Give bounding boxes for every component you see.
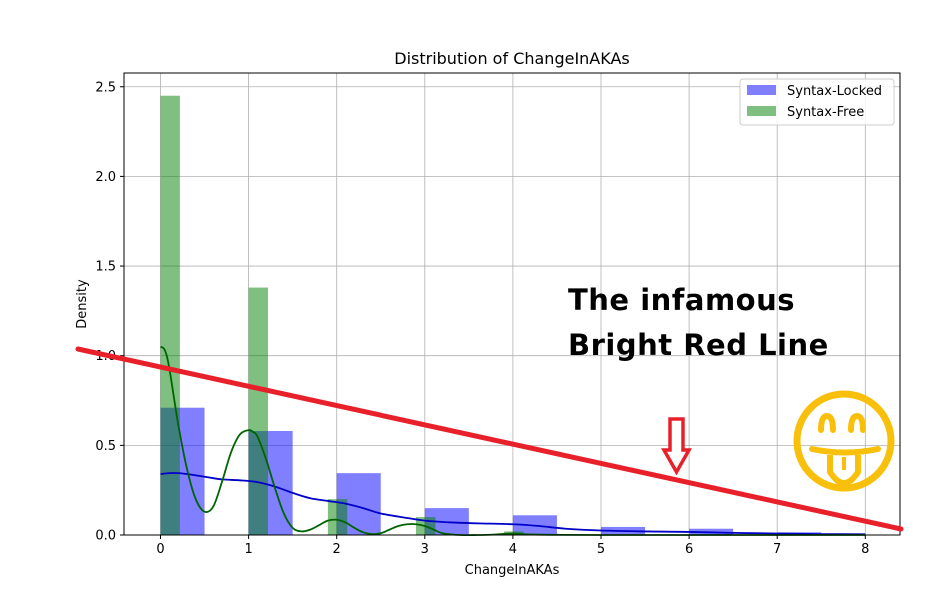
- annotation-line-1: The infamous: [568, 283, 796, 317]
- legend-swatch: [747, 85, 776, 95]
- bar-syntax-free: [248, 287, 268, 535]
- legend: Syntax-Locked Syntax-Free: [739, 78, 895, 126]
- chart-title: Distribution of ChangeInAKAs: [394, 49, 630, 68]
- legend-label: Syntax-Free: [787, 105, 864, 120]
- bar-syntax-free: [160, 95, 180, 535]
- smiley-tongue-icon: [793, 390, 895, 492]
- x-axis-label: ChangeInAKAs: [465, 563, 560, 578]
- x-tick-label: 7: [773, 542, 781, 557]
- legend-label: Syntax-Locked: [787, 84, 882, 99]
- kde-line-syntax-locked: [160, 472, 866, 536]
- kde-line-syntax-free: [159, 345, 866, 537]
- y-tick-label: 2.5: [95, 80, 116, 95]
- x-tick-label: 5: [597, 542, 605, 557]
- y-tick-label: 2.0: [95, 170, 116, 185]
- bar-syntax-free: [327, 499, 348, 535]
- x-tick-label: 0: [156, 542, 164, 557]
- bright-red-line: [75, 346, 904, 532]
- legend-box: [739, 78, 895, 126]
- legend-swatch: [747, 106, 776, 116]
- red-line-annotation: [75, 346, 904, 532]
- y-tick-label: 1.5: [95, 260, 116, 275]
- x-tick-label: 2: [333, 542, 341, 557]
- kde-curves: [159, 345, 866, 537]
- y-tick-label: 0.0: [95, 529, 116, 544]
- down-arrow-icon: [660, 417, 693, 476]
- plot-frame: [123, 72, 901, 536]
- annotation-line-2: Bright Red Line: [568, 328, 829, 362]
- x-tick-label: 1: [244, 542, 252, 557]
- x-tick-label: 8: [861, 542, 869, 557]
- x-tick-label: 6: [685, 542, 693, 557]
- y-axis-label: Density: [75, 279, 90, 329]
- y-tick-label: 0.5: [95, 439, 116, 454]
- x-tick-label: 4: [509, 542, 517, 557]
- x-tick-label: 3: [421, 542, 429, 557]
